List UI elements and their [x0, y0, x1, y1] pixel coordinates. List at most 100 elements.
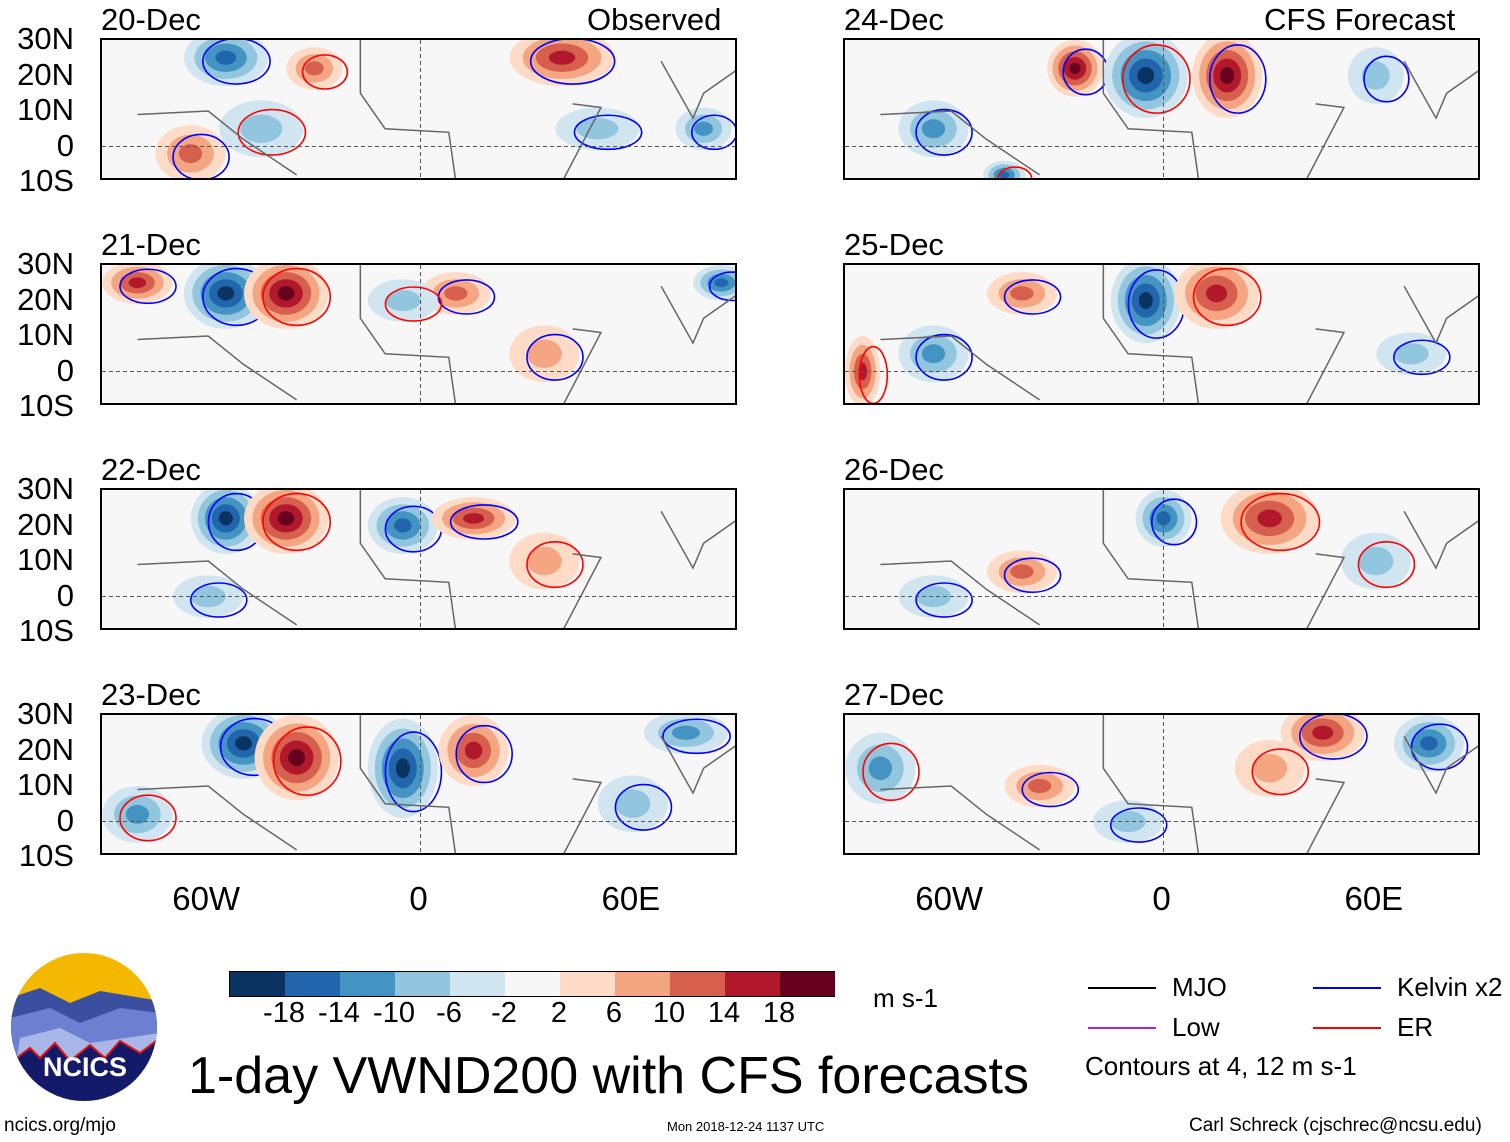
panel-date: 27-Dec — [844, 677, 944, 712]
lat-tick-label: 0 — [56, 127, 74, 163]
wave-contour — [1240, 492, 1321, 552]
lon-tick-label: 60E — [601, 880, 661, 917]
colorbar-tick-label: 10 — [652, 997, 686, 1029]
anomaly-shading — [615, 789, 651, 818]
anomaly-shading — [1206, 284, 1228, 303]
map-panel-21-Dec — [100, 263, 737, 405]
figure-title: 1-day VWND200 with CFS forecasts — [188, 1047, 1029, 1105]
coastline — [137, 40, 735, 178]
anomaly-shading — [1010, 286, 1034, 301]
wave-contour — [262, 267, 332, 327]
wave-contour — [1109, 807, 1168, 843]
colorbar-tick-label: -10 — [373, 997, 415, 1029]
anomaly-shading — [1257, 509, 1282, 528]
wave-contour — [1192, 267, 1262, 327]
wave-contour — [272, 726, 342, 797]
wave-contour — [189, 582, 248, 618]
wave-contour — [384, 286, 443, 322]
coastline — [137, 265, 735, 403]
url-text: ncics.org/mjo — [4, 1115, 116, 1136]
lat-tick-label: 10S — [18, 163, 74, 198]
wave-contour — [529, 40, 616, 85]
wave-contour — [1122, 44, 1191, 114]
legend-line-low — [1088, 1027, 1156, 1029]
colorbar-tick-label: -6 — [436, 997, 462, 1029]
observed-label: Observed — [587, 2, 722, 37]
wave-contour — [915, 108, 973, 156]
colorbar-swatch — [340, 972, 395, 996]
legend-line-er — [1313, 1027, 1381, 1029]
coastline — [880, 40, 1478, 178]
panel-date: 20-Dec — [101, 2, 201, 37]
lat-tick-label: 10N — [17, 767, 74, 802]
wave-contour — [1357, 541, 1416, 589]
wave-contour — [455, 724, 514, 784]
wave-contour — [202, 40, 271, 85]
legend-line-kelvin — [1313, 987, 1381, 989]
anomaly-shading — [714, 278, 729, 288]
colorbar — [229, 971, 835, 997]
wave-contour — [1003, 557, 1062, 594]
legend-label: MJO — [1172, 972, 1227, 1002]
wave-contour — [1298, 715, 1368, 760]
wave-contour — [526, 541, 584, 589]
anomaly-shading — [125, 804, 150, 824]
anomaly-shading — [999, 171, 1010, 178]
colorbar-swatch — [395, 972, 450, 996]
anomaly-shading — [277, 511, 295, 526]
coastline — [880, 265, 1478, 403]
anomaly-shading — [1010, 564, 1034, 579]
lat-tick-label: 30N — [17, 21, 74, 56]
colorbar-swatch — [285, 972, 340, 996]
wave-contour — [1410, 723, 1469, 771]
anomaly-shading — [277, 286, 295, 301]
colorbar-units: m s-1 — [873, 983, 938, 1013]
colorbar-tick-label: 6 — [605, 997, 623, 1029]
map-panel-26-Dec — [843, 488, 1480, 630]
lat-tick-label: 10N — [17, 317, 74, 352]
colorbar-tick-label: 14 — [707, 997, 741, 1029]
wave-contour — [862, 742, 920, 801]
anomaly-shading — [548, 50, 576, 65]
lon-tick-label: 0 — [409, 880, 428, 917]
panel-date: 21-Dec — [101, 227, 201, 262]
lat-tick-label: 20N — [17, 281, 74, 317]
colorbar-swatch — [505, 972, 560, 996]
anomaly-shading — [395, 758, 410, 779]
colorbar-tick-label: 2 — [550, 997, 568, 1029]
anomaly-shading — [1312, 725, 1334, 740]
coastline — [137, 715, 735, 853]
lat-tick-label: 30N — [17, 246, 74, 281]
lat-tick-label: 30N — [17, 696, 74, 731]
colorbar-tick-label: -2 — [491, 997, 517, 1029]
lat-tick-label: 0 — [56, 577, 74, 613]
wave-contour — [708, 271, 735, 302]
wave-contour — [691, 114, 735, 151]
lon-tick-label: 60W — [172, 880, 241, 917]
wave-contour — [1150, 498, 1198, 546]
anomaly-shading — [385, 289, 421, 312]
legend-label: ER — [1397, 1012, 1434, 1042]
panel-date: 26-Dec — [844, 452, 944, 487]
anomaly-shading — [218, 511, 233, 526]
wave-contour — [172, 133, 230, 178]
anomaly-shading — [1252, 754, 1288, 783]
anomaly-shading — [1137, 66, 1155, 85]
colorbar-swatch — [725, 972, 780, 996]
wave-contour — [997, 166, 1033, 178]
map-panel-20-Dec — [100, 38, 737, 180]
map-panel-25-Dec — [843, 263, 1480, 405]
timestamp: Mon 2018-12-24 1137 UTC — [667, 1119, 825, 1134]
anomaly-shading — [394, 518, 412, 533]
map-panel-24-Dec — [843, 38, 1480, 180]
wave-contour — [858, 345, 889, 403]
coastline — [880, 490, 1478, 628]
contour-note: Contours at 4, 12 m s-1 — [1085, 1051, 1357, 1081]
ncics-logo: NCICS — [11, 953, 157, 1101]
wave-contour — [119, 794, 177, 842]
legend-label: Low — [1172, 1012, 1220, 1042]
coastline — [137, 490, 735, 628]
panel-date: 22-Dec — [101, 452, 201, 487]
lat-tick-label: 0 — [56, 802, 74, 838]
anomaly-shading — [464, 741, 483, 760]
